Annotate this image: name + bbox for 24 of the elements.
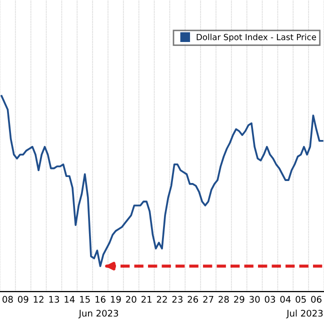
x-tick-label: 09 [18, 296, 28, 303]
x-tick-label: 23 [172, 296, 182, 303]
x-tick-label: 21 [141, 296, 152, 303]
x-tick-label: 14 [64, 296, 75, 303]
x-tick-label: 05 [296, 296, 306, 303]
x-tick-label: 27 [203, 296, 214, 303]
x-tick-label: 26 [188, 296, 198, 303]
x-tick-label: 15 [80, 296, 90, 303]
x-tick-label: 22 [156, 296, 167, 303]
x-tick-label: 20 [126, 296, 136, 303]
x-tick-label: 13 [49, 296, 60, 303]
x-tick-label: 04 [280, 296, 291, 303]
x-tick-label: 28 [218, 296, 229, 303]
x-tick-label: 16 [96, 296, 106, 303]
legend-label: Dollar Spot Index - Last Price [196, 34, 316, 42]
text: Jun 2023 [78, 310, 118, 318]
x-tick-label: 19 [110, 296, 121, 303]
x-tick-label: 08 [2, 296, 13, 303]
x-tick-label: 06 [311, 296, 322, 303]
x-tick-label: 12 [34, 296, 44, 303]
text: Jul 2023 [286, 310, 323, 318]
x-tick-label: 30 [250, 296, 260, 303]
x-tick-label: 29 [234, 296, 244, 303]
x-tick-label: 03 [264, 296, 276, 303]
